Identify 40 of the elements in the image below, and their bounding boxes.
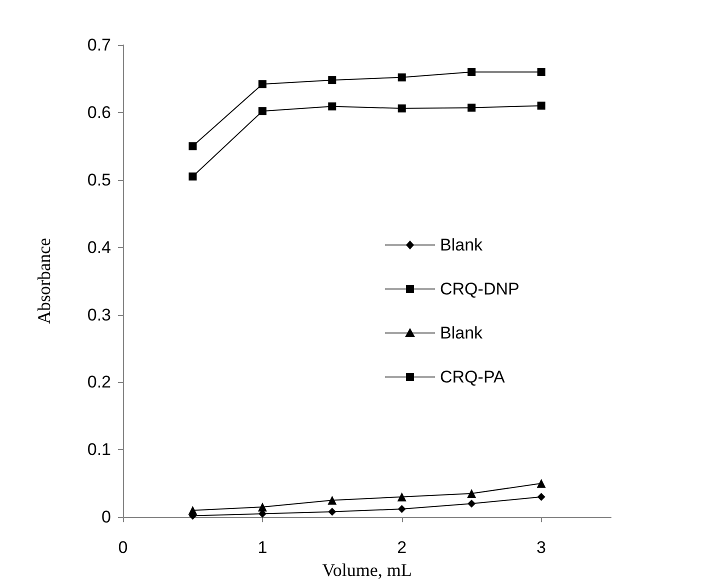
point (258, 80, 266, 88)
point (536, 478, 546, 488)
y-tick-label: 0.6 (87, 102, 111, 122)
y-tick-label: 0.3 (87, 305, 111, 324)
y-tick-label: 0.4 (87, 238, 111, 257)
point (328, 102, 336, 110)
x-tick-label: 3 (536, 538, 546, 558)
y-tick-label: 0.5 (87, 170, 111, 190)
y-axis-title: Absorbance (34, 238, 54, 324)
legend-label: CRQ-DNP (440, 280, 520, 298)
point (328, 76, 336, 84)
y-tick-label: 0 (102, 508, 111, 527)
legend-label: CRQ-PA (440, 368, 506, 386)
point (188, 172, 197, 181)
point (468, 104, 476, 112)
point (397, 492, 406, 502)
point (398, 104, 406, 112)
y-tick-label: 0.1 (87, 440, 111, 460)
point (468, 500, 476, 508)
point (328, 496, 337, 505)
point (328, 508, 336, 516)
point (398, 73, 406, 82)
x-axis-title: Volume, mL (322, 560, 412, 580)
point (188, 142, 197, 150)
x-tick-label: 0 (118, 538, 128, 558)
point (258, 502, 267, 512)
point (468, 68, 476, 76)
point (188, 506, 198, 515)
point (537, 492, 546, 501)
point (398, 505, 406, 514)
legend-label: Blank (440, 324, 484, 342)
x-tick-label: 2 (397, 538, 407, 558)
y-tick-label: 0.7 (87, 36, 111, 54)
point (258, 107, 266, 116)
point (467, 488, 476, 498)
legend-label: Blank (440, 236, 484, 254)
y-tick-label: 0.2 (87, 372, 111, 392)
point (537, 102, 546, 110)
point (537, 68, 546, 76)
x-tick-label: 1 (258, 538, 268, 558)
